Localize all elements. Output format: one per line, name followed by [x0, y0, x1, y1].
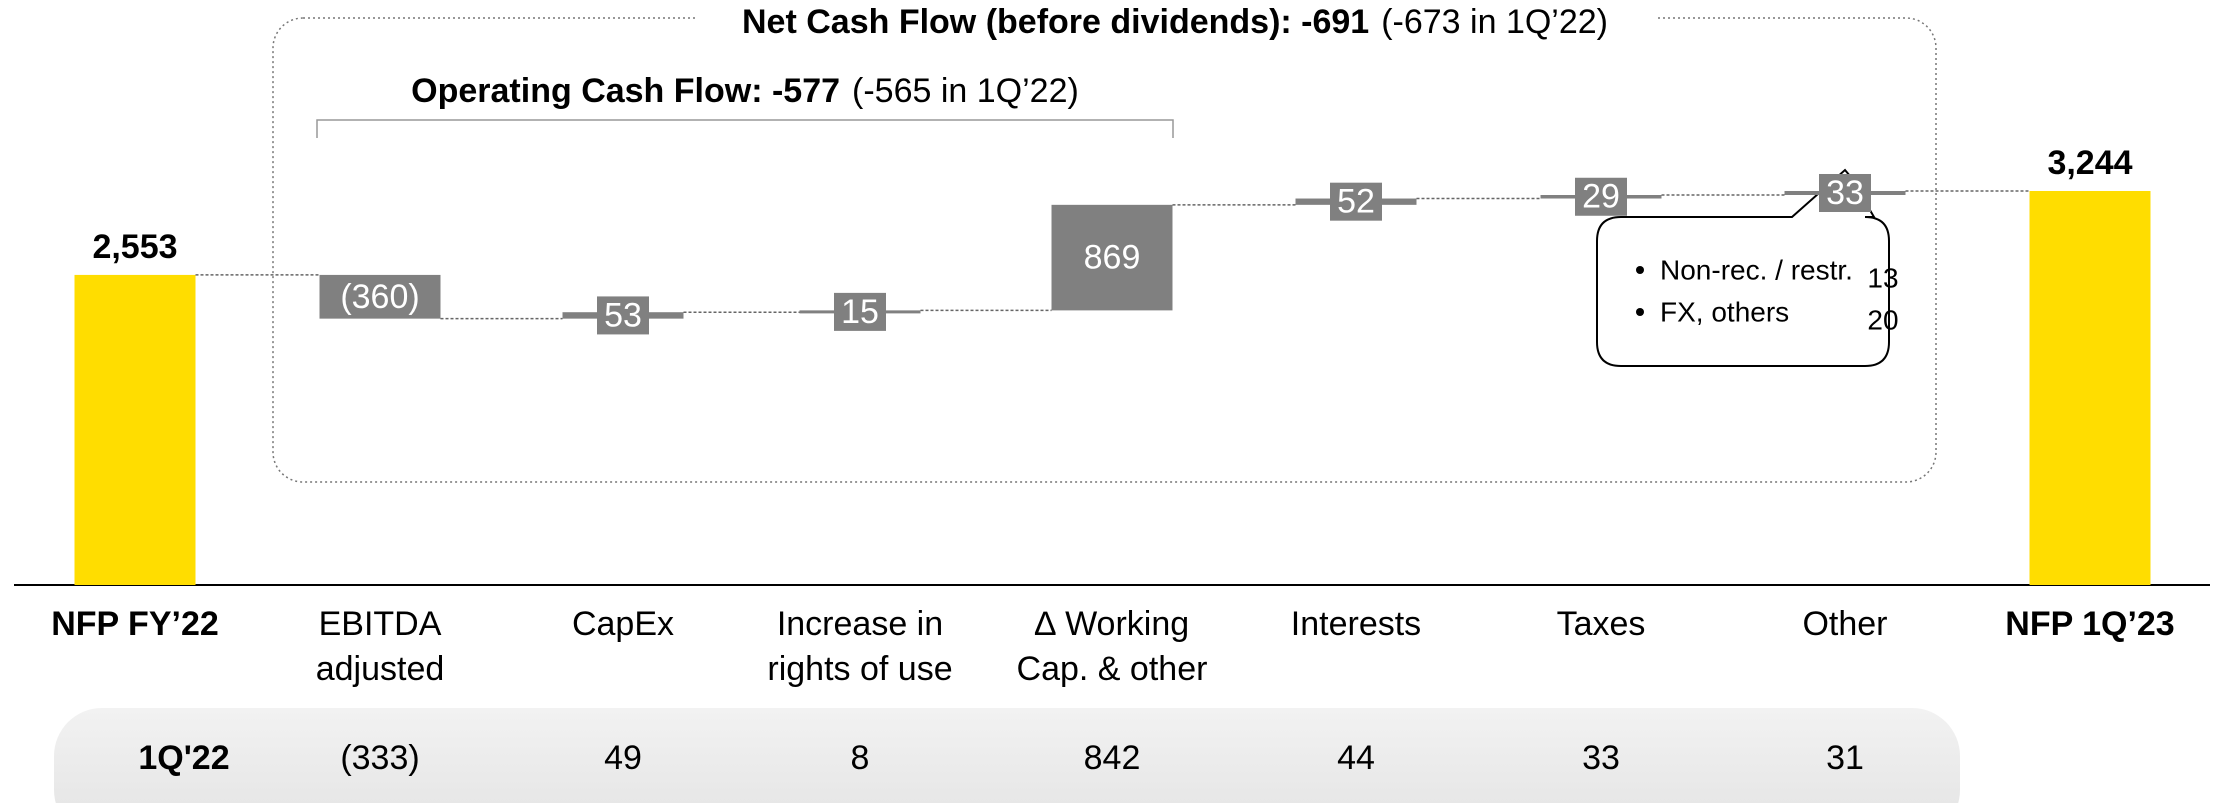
value-label: 15 [841, 293, 879, 331]
label-box [1575, 177, 1627, 216]
breakdown-value: 13 [1867, 262, 1898, 293]
net-cash-flow-header: Net Cash Flow (before dividends): -691 (-… [742, 3, 1608, 41]
category-label: NFP FY’22 [51, 605, 219, 643]
category-label: Increase in rights of use [767, 605, 953, 688]
callout [1596, 168, 1890, 367]
category-label: Interests [1290, 605, 1422, 643]
comparison-value: 33 [1582, 739, 1620, 777]
operating-bracket [316, 119, 1174, 138]
category-label: EBITDA adjusted [315, 605, 445, 688]
label-box [1819, 173, 1871, 212]
bar [1051, 204, 1173, 311]
value-label: 2,553 [92, 228, 177, 266]
breakdown-label: Non-rec. / restr. [1660, 254, 1853, 285]
label-box [597, 296, 649, 335]
comparison-value: 8 [851, 739, 870, 777]
total-bar [2029, 190, 2151, 585]
breakdown-label: FX, others [1660, 296, 1789, 327]
breakdown-value: 20 [1867, 304, 1898, 335]
comparison-value: 44 [1337, 739, 1375, 777]
category-label: ∆ Working Cap. & other [1016, 605, 1208, 688]
comparison-value: 49 [604, 739, 642, 777]
value-label: (360) [340, 278, 419, 316]
total-bar [74, 274, 196, 585]
value-label: 33 [1826, 174, 1864, 212]
value-label: 29 [1582, 178, 1620, 216]
comparison-value: 31 [1826, 739, 1864, 777]
label-box [1330, 182, 1382, 221]
category-label: NFP 1Q’23 [2005, 605, 2175, 643]
category-label: Other [1802, 605, 1888, 643]
value-label: 869 [1084, 239, 1141, 277]
comparison-value: 842 [1084, 739, 1141, 777]
label-box [834, 292, 886, 331]
label-box [354, 277, 406, 316]
category-label: CapEx [571, 605, 675, 643]
bullet [1636, 308, 1644, 316]
bullet [1636, 266, 1644, 274]
category-label: Taxes [1556, 605, 1646, 643]
comparison-band [54, 708, 1960, 803]
value-label: 3,244 [2047, 144, 2132, 182]
operating-cash-flow-header: Operating Cash Flow: -577 (-565 in 1Q’22) [411, 72, 1079, 110]
comparison-value: (333) [340, 739, 419, 777]
value-label: 53 [604, 296, 642, 334]
comparison-label: 1Q'22 [138, 739, 229, 777]
value-label: 52 [1337, 183, 1375, 221]
title-mask [695, 2, 1655, 46]
